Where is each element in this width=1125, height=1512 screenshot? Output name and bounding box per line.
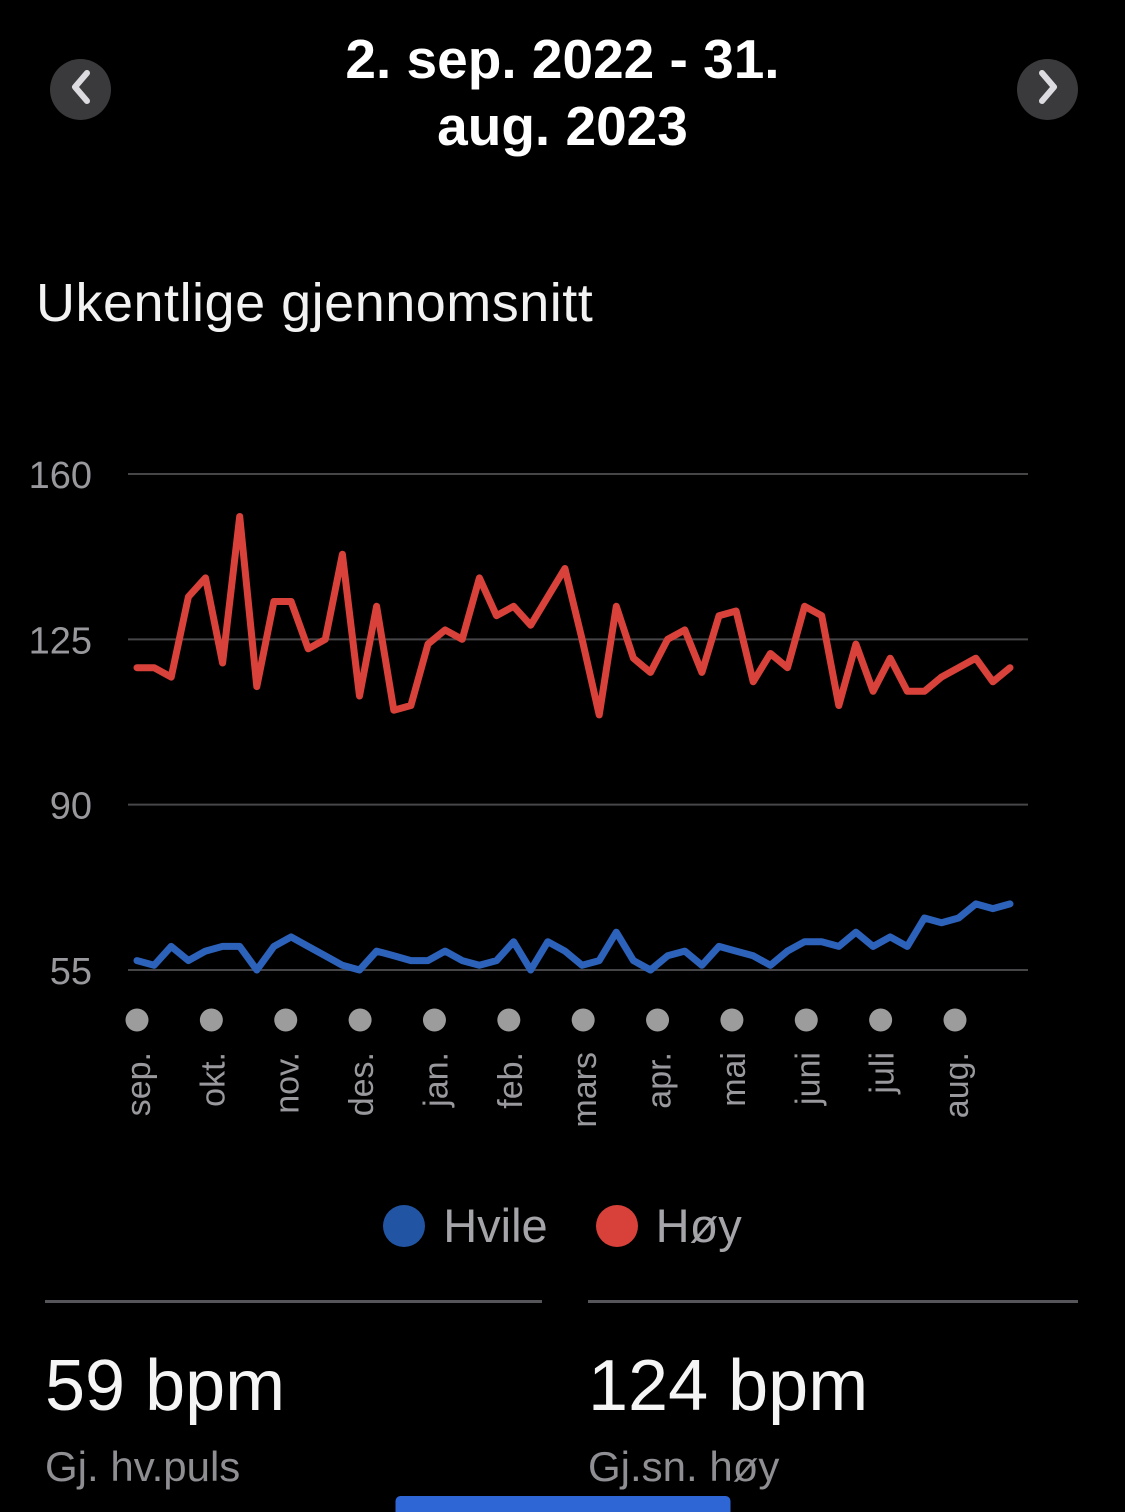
month-label: juni bbox=[789, 1052, 827, 1106]
month-label: mai bbox=[715, 1052, 753, 1107]
month-label: apr. bbox=[641, 1052, 679, 1109]
legend-dot-icon bbox=[383, 1204, 426, 1247]
month-label: okt. bbox=[194, 1052, 232, 1107]
month-dot bbox=[869, 1008, 893, 1032]
stat-label: Gj.sn. høy bbox=[588, 1443, 780, 1490]
stat-value: 124 bpm bbox=[588, 1346, 869, 1426]
month-label: des. bbox=[343, 1052, 381, 1116]
month-label: jan. bbox=[417, 1052, 455, 1108]
month-dot bbox=[794, 1008, 818, 1032]
series-line-hvile bbox=[133, 900, 1014, 974]
legend-dot-icon bbox=[595, 1204, 638, 1247]
month-dot bbox=[125, 1008, 149, 1032]
weekly-average-heart-rate-chart: 160 125 90 55 sep. okt. nov. des. jan. feb. mars ap… bbox=[29, 455, 1028, 1128]
next-period-button[interactable] bbox=[1017, 59, 1078, 120]
chevron-right-icon bbox=[1035, 67, 1061, 112]
stat-value: 59 bpm bbox=[45, 1346, 286, 1426]
legend-label: Høy bbox=[655, 1199, 742, 1252]
page-title: Ukentlige gjennomsnitt bbox=[36, 273, 594, 333]
legend-item-hvile: Hvile bbox=[383, 1198, 548, 1253]
date-range-line2: aug. 2023 bbox=[437, 95, 688, 158]
stat-high-average: 124 bpm Gj.sn. høy bbox=[588, 1300, 1078, 1491]
month-dot bbox=[348, 1008, 372, 1032]
legend-label: Hvile bbox=[443, 1199, 548, 1252]
month-dot bbox=[571, 1008, 595, 1032]
month-dot bbox=[943, 1008, 967, 1032]
month-label: juli bbox=[864, 1052, 902, 1095]
date-range-line1: 2. sep. 2022 - 31. bbox=[345, 28, 780, 90]
month-dot bbox=[422, 1008, 446, 1032]
bottom-accent-bar bbox=[395, 1496, 730, 1512]
month-label: mars bbox=[566, 1052, 604, 1128]
month-dot bbox=[646, 1008, 670, 1032]
y-axis-label: 90 bbox=[50, 786, 92, 828]
stat-label: Gj. hv.puls bbox=[45, 1443, 241, 1490]
month-dot bbox=[274, 1008, 298, 1032]
date-range-title: 2. sep. 2022 - 31. aug. 2023 bbox=[140, 26, 985, 160]
month-label: sep. bbox=[120, 1052, 158, 1116]
chevron-left-icon bbox=[68, 67, 94, 112]
y-axis-label: 125 bbox=[29, 620, 92, 662]
y-axis-label: 55 bbox=[50, 951, 92, 993]
series-line-høy bbox=[133, 513, 1014, 719]
chart-legend: Hvile Høy bbox=[0, 1198, 1125, 1253]
month-dot bbox=[720, 1008, 744, 1032]
month-dot bbox=[199, 1008, 223, 1032]
legend-item-høy: Høy bbox=[595, 1198, 742, 1253]
y-axis-label: 160 bbox=[29, 455, 92, 497]
month-label: feb. bbox=[492, 1052, 530, 1109]
stat-resting-average: 59 bpm Gj. hv.puls bbox=[45, 1300, 542, 1491]
prev-period-button[interactable] bbox=[50, 59, 111, 120]
month-dot bbox=[497, 1008, 521, 1032]
month-label: aug. bbox=[938, 1052, 976, 1118]
month-label: nov. bbox=[269, 1052, 307, 1114]
